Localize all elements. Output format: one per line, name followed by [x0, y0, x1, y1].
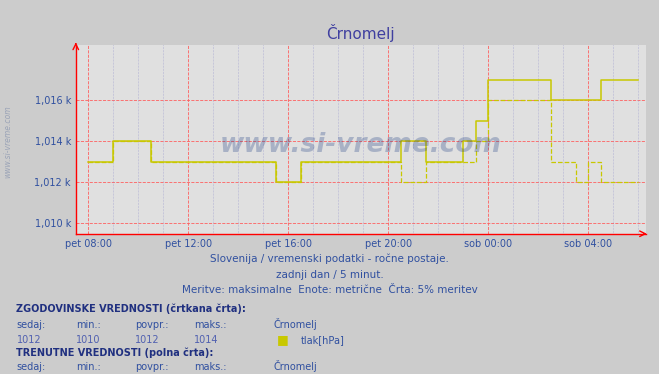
Text: min.:: min.: [76, 362, 101, 371]
Text: sedaj:: sedaj: [16, 321, 45, 330]
Text: zadnji dan / 5 minut.: zadnji dan / 5 minut. [275, 270, 384, 279]
Text: maks.:: maks.: [194, 321, 227, 330]
Text: povpr.:: povpr.: [135, 321, 169, 330]
Text: ■: ■ [277, 333, 289, 346]
Text: povpr.:: povpr.: [135, 362, 169, 371]
Text: 1012: 1012 [16, 335, 41, 345]
Text: Črnomelj: Črnomelj [273, 318, 317, 330]
Text: 1014: 1014 [194, 335, 219, 345]
Text: tlak[hPa]: tlak[hPa] [301, 335, 345, 345]
Text: TRENUTNE VREDNOSTI (polna črta):: TRENUTNE VREDNOSTI (polna črta): [16, 347, 214, 358]
Text: 1012: 1012 [135, 335, 159, 345]
Text: www.si-vreme.com: www.si-vreme.com [3, 106, 13, 178]
Text: Črnomelj: Črnomelj [273, 359, 317, 371]
Text: 1010: 1010 [76, 335, 100, 345]
Text: min.:: min.: [76, 321, 101, 330]
Text: ■: ■ [277, 373, 289, 374]
Text: maks.:: maks.: [194, 362, 227, 371]
Title: Črnomelj: Črnomelj [326, 24, 395, 42]
Text: ZGODOVINSKE VREDNOSTI (črtkana črta):: ZGODOVINSKE VREDNOSTI (črtkana črta): [16, 304, 246, 314]
Text: www.si-vreme.com: www.si-vreme.com [220, 132, 501, 158]
Text: Slovenija / vremenski podatki - ročne postaje.: Slovenija / vremenski podatki - ročne po… [210, 253, 449, 264]
Text: sedaj:: sedaj: [16, 362, 45, 371]
Text: Meritve: maksimalne  Enote: metrične  Črta: 5% meritev: Meritve: maksimalne Enote: metrične Črta… [182, 285, 477, 295]
